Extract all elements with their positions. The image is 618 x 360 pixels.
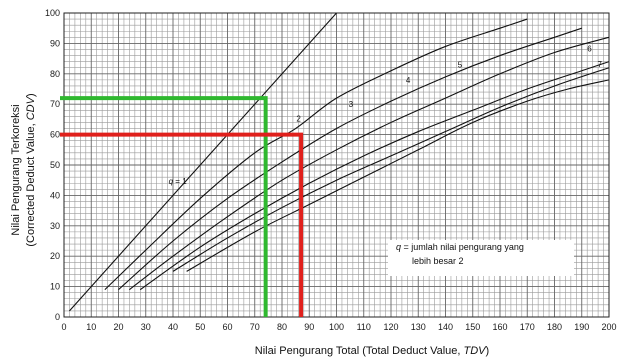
curve-3 [118,27,582,291]
curve-5 [139,61,610,291]
y-tick-label: 60 [50,130,60,140]
x-tick-label: 70 [250,322,260,332]
legend-q-symbol: q [396,242,401,252]
legend-line-1: q = jumlah nilai pengurang yang [396,242,524,252]
x-tick-label: 0 [61,322,66,332]
y-tick-label: 10 [50,282,60,292]
x-tick-label: 140 [438,322,453,332]
x-axis-title-part-3: ) [486,345,490,357]
x-axis-title: Nilai Pengurang Total (Total Deduct Valu… [255,345,489,357]
x-tick-label: 160 [492,322,507,332]
x-tick-labels: 0 10 20 30 40 50 60 70 80 90 100 110 120 130 140 150 160… [61,322,616,332]
y-axis-title-part-1: (Corrected Deduct Value, [25,120,37,246]
y-tick-label: 50 [50,160,60,170]
x-tick-label: 130 [411,322,426,332]
legend-box [388,240,574,276]
curve-label-7: 7 [598,60,603,69]
curve-6 [172,67,610,272]
x-tick-label: 50 [195,322,205,332]
y-tick-label: 100 [45,8,60,18]
curve-label-q: q [169,177,174,186]
y-tick-label: 80 [50,69,60,79]
curve-label-2: 2 [296,114,301,123]
curve-label-q-rest: = 1 [173,177,187,186]
x-axis-title-part-2: TDV [464,345,488,357]
curve-1 [69,12,337,312]
y-tick-labels: 0 10 20 30 40 50 60 70 80 90 100 [45,8,60,322]
curve-label-1: q = 1 [169,177,188,186]
x-axis-title-part-1: Nilai Pengurang Total (Total Deduct Valu… [255,345,464,357]
x-tick-label: 170 [520,322,535,332]
x-tick-label: 10 [86,322,96,332]
x-tick-label: 80 [277,322,287,332]
y-tick-label: 30 [50,221,60,231]
y-axis-title-line-2: (Corrected Deduct Value, CDV) [25,93,37,246]
x-tick-label: 150 [465,322,480,332]
curve-label-3: 3 [349,100,354,109]
y-tick-label: 70 [50,99,60,109]
x-tick-label: 110 [357,322,371,332]
x-tick-label: 100 [329,322,344,332]
x-tick-label: 90 [304,322,314,332]
y-axis-title-line-1: Nilai Pengurang Terkoreksi [10,104,22,235]
curve-label-5: 5 [458,61,463,70]
legend: q = jumlah nilai pengurang yang lebih be… [388,240,574,276]
x-tick-label: 180 [547,322,562,332]
x-tick-label: 20 [113,322,123,332]
y-axis-title-part-2: CDV [25,95,37,120]
lookup-annotations [60,96,304,317]
y-tick-label: 0 [55,312,60,322]
y-axis-title-part-3: ) [25,93,37,97]
x-tick-label: 40 [168,322,178,332]
curve-labels: q = 1 2 3 4 5 67 [169,45,603,187]
legend-line-2: lebih besar 2 [412,256,464,266]
green-lookup-line [60,96,268,317]
x-tick-label: 120 [383,322,398,332]
curve-label-4: 4 [406,76,411,85]
x-tick-label: 30 [141,322,151,332]
legend-line-1-text: = jumlah nilai pengurang yang [401,242,524,252]
x-tick-label: 60 [222,322,232,332]
curve-4 [129,36,610,291]
curve-label-6: 6 [587,45,592,54]
y-tick-label: 40 [50,190,60,200]
y-tick-label: 90 [50,38,60,48]
red-lookup-line [60,132,304,317]
x-tick-label: 200 [601,322,616,332]
x-tick-label: 190 [574,322,589,332]
curve-2 [104,18,528,291]
y-tick-label: 20 [50,251,60,261]
